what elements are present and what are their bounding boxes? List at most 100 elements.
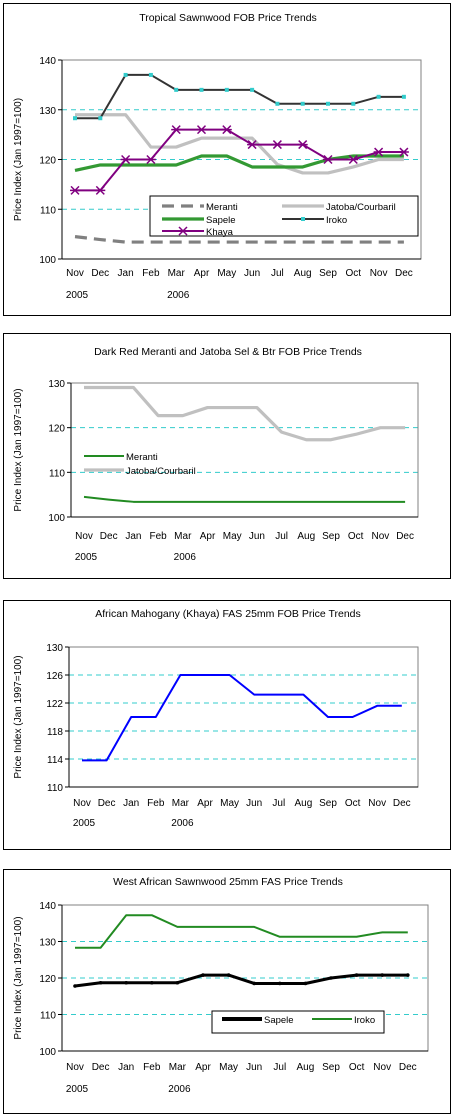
data-point	[406, 973, 410, 977]
data-point	[275, 101, 280, 106]
x-tick-label: Sep	[322, 531, 340, 542]
x-tick-label: Nov	[73, 798, 91, 809]
legend-label: Jatoba/Courbaril	[326, 202, 396, 213]
x-tick-label: Feb	[149, 531, 167, 542]
chart-tropical-sawnwood: Tropical Sawnwood FOB Price Trends Price …	[13, 12, 422, 301]
data-point	[326, 101, 330, 106]
x-tick-label: May	[219, 1062, 238, 1073]
x-tick-label: Nov	[370, 268, 388, 279]
chart-title: Tropical Sawnwood FOB Price Trends	[139, 12, 317, 24]
plot-area	[68, 646, 419, 788]
x-tick-label: Nov	[66, 268, 84, 279]
y-tick-label: 100	[39, 1047, 56, 1058]
x-tick-label: May	[223, 531, 242, 542]
data-point	[201, 973, 205, 977]
year-label: 2006	[167, 290, 190, 301]
data-point	[148, 72, 153, 77]
series-line-khaya	[82, 674, 402, 762]
data-point	[348, 154, 359, 165]
y-tick-label: 110	[47, 783, 63, 794]
year-label: 2006	[174, 552, 197, 563]
x-tick-label: Jan	[123, 798, 139, 809]
legend-label: Jatoba/Courbaril	[126, 466, 196, 477]
y-tick-label: 130	[39, 938, 56, 949]
chart-panel-meranti-jatoba: Dark Red Meranti and Jatoba Sel & Btr FO…	[3, 333, 451, 579]
year-label: 2006	[171, 818, 194, 829]
data-point	[70, 185, 80, 195]
x-tick-label: Dec	[395, 268, 413, 279]
data-point	[174, 87, 179, 92]
year-label: 2005	[73, 818, 96, 829]
x-tick-label: Dec	[100, 531, 118, 542]
chart-meranti-jatoba: Dark Red Meranti and Jatoba Sel & Btr FO…	[13, 346, 419, 563]
legend-box	[149, 195, 419, 237]
y-tick-label: 110	[40, 205, 56, 216]
data-point	[373, 147, 384, 157]
x-tick-label: Apr	[194, 268, 210, 279]
x-tick-label: Oct	[348, 531, 364, 542]
x-tick-label: Apr	[200, 531, 216, 542]
x-tick-label: Apr	[197, 798, 213, 809]
data-point	[95, 185, 106, 195]
x-tick-label: Dec	[91, 268, 109, 279]
y-axis-label: Price Index (Jan 1997=100)	[13, 98, 24, 221]
chart-panel-khaya: African Mahogany (Khaya) FAS 25mm FOB Pr…	[3, 600, 451, 850]
y-tick-label: 140	[39, 56, 56, 67]
x-tick-label: Nov	[75, 531, 93, 542]
x-tick-label: Mar	[172, 798, 190, 809]
data-point	[221, 125, 232, 135]
x-tick-label: Sep	[322, 1062, 340, 1073]
x-tick-label: Jul	[272, 798, 285, 809]
x-tick-label: Dec	[393, 798, 411, 809]
legend-label: Iroko	[326, 215, 347, 226]
x-tick-label: May	[217, 268, 236, 279]
data-point	[278, 981, 282, 986]
legend-label: Sapele	[206, 215, 236, 226]
data-point	[120, 154, 131, 165]
x-tick-label: Dec	[396, 531, 414, 542]
y-tick-label: 100	[48, 513, 65, 524]
data-point	[145, 154, 156, 165]
x-tick-label: Jan	[118, 1062, 134, 1073]
series-line-jatoba-courbaril	[84, 385, 406, 442]
x-tick-label: Oct	[345, 798, 361, 809]
y-tick-label: 120	[39, 156, 56, 167]
x-tick-label: Nov	[372, 531, 390, 542]
legend-label: Khaya	[206, 227, 234, 238]
y-axis-label: Price Index (Jan 1997=100)	[13, 916, 24, 1039]
data-point	[401, 94, 406, 99]
x-tick-label: Nov	[373, 1062, 391, 1073]
data-point	[300, 101, 305, 106]
chart-title: African Mahogany (Khaya) FAS 25mm FOB Pr…	[95, 608, 361, 620]
x-tick-label: Jan	[118, 268, 134, 279]
data-point	[196, 125, 207, 135]
legend-label: Iroko	[354, 1015, 375, 1026]
x-tick-label: Oct	[346, 268, 362, 279]
legend-marker	[178, 226, 188, 236]
data-point	[351, 101, 356, 106]
x-tick-label: Jun	[246, 798, 262, 809]
x-tick-label: Jul	[273, 1062, 286, 1073]
chart-panel-west-african: West African Sawnwood 25mm FAS Price Tre…	[3, 869, 451, 1114]
data-point	[252, 981, 256, 986]
legend-label: Meranti	[206, 202, 238, 213]
x-tick-label: Feb	[143, 1062, 161, 1073]
data-point	[73, 116, 77, 121]
plot-area	[70, 382, 419, 518]
x-tick-label: Dec	[98, 798, 116, 809]
year-label: 2005	[75, 552, 98, 563]
x-tick-label: Jul	[275, 531, 288, 542]
data-point	[272, 140, 283, 150]
x-tick-label: Sep	[319, 268, 337, 279]
legend-label: Meranti	[126, 452, 158, 463]
y-tick-label: 114	[47, 755, 63, 766]
x-tick-label: Nov	[368, 798, 386, 809]
y-tick-label: 130	[39, 106, 56, 117]
y-tick-label: 130	[48, 379, 65, 390]
y-tick-label: 130	[46, 643, 63, 654]
y-tick-label: 120	[48, 424, 65, 435]
y-tick-label: 140	[39, 901, 56, 912]
data-point	[199, 87, 204, 92]
data-point	[247, 140, 258, 150]
x-tick-label: Mar	[174, 531, 192, 542]
